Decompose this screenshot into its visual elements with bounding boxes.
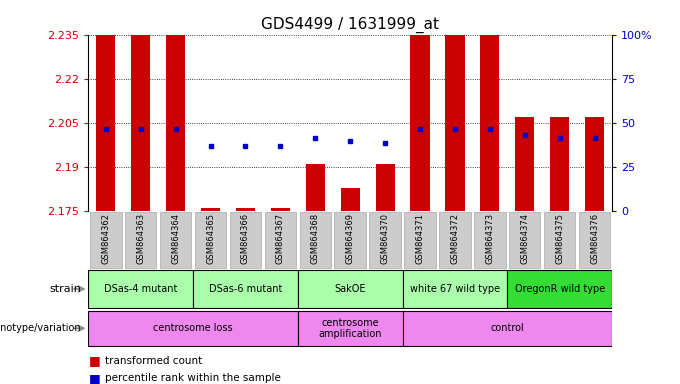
FancyBboxPatch shape xyxy=(88,270,193,308)
Bar xyxy=(550,117,569,211)
Bar xyxy=(585,117,604,211)
Bar xyxy=(306,164,325,211)
FancyBboxPatch shape xyxy=(405,212,436,268)
Bar xyxy=(97,35,116,211)
Text: GSM864362: GSM864362 xyxy=(101,213,110,264)
Bar xyxy=(131,35,150,211)
FancyBboxPatch shape xyxy=(300,212,331,268)
FancyBboxPatch shape xyxy=(403,270,507,308)
Text: centrosome loss: centrosome loss xyxy=(153,323,233,333)
FancyBboxPatch shape xyxy=(298,311,403,346)
Text: GSM864372: GSM864372 xyxy=(450,213,460,264)
FancyBboxPatch shape xyxy=(160,212,191,268)
Text: strain: strain xyxy=(50,284,82,294)
Bar xyxy=(271,208,290,211)
Text: ■: ■ xyxy=(88,354,100,367)
Text: GSM864371: GSM864371 xyxy=(415,213,424,264)
FancyBboxPatch shape xyxy=(193,270,298,308)
Bar xyxy=(236,208,255,211)
Text: genotype/variation: genotype/variation xyxy=(0,323,82,333)
Text: control: control xyxy=(490,323,524,333)
Text: DSas-6 mutant: DSas-6 mutant xyxy=(209,284,282,294)
FancyBboxPatch shape xyxy=(369,212,401,268)
Bar xyxy=(201,208,220,211)
FancyBboxPatch shape xyxy=(125,212,156,268)
FancyBboxPatch shape xyxy=(439,212,471,268)
Text: GSM864368: GSM864368 xyxy=(311,213,320,264)
FancyBboxPatch shape xyxy=(265,212,296,268)
FancyBboxPatch shape xyxy=(579,212,610,268)
Text: percentile rank within the sample: percentile rank within the sample xyxy=(105,373,282,383)
Bar xyxy=(341,188,360,211)
Bar xyxy=(515,117,534,211)
Text: GSM864374: GSM864374 xyxy=(520,213,529,264)
FancyBboxPatch shape xyxy=(403,311,612,346)
Bar xyxy=(445,35,464,211)
Text: GSM864376: GSM864376 xyxy=(590,213,599,264)
Text: centrosome
amplification: centrosome amplification xyxy=(318,318,382,339)
Bar xyxy=(480,35,499,211)
Text: GSM864365: GSM864365 xyxy=(206,213,215,264)
Text: GSM864369: GSM864369 xyxy=(345,213,355,264)
Text: GSM864363: GSM864363 xyxy=(136,213,146,264)
FancyBboxPatch shape xyxy=(509,212,541,268)
Text: DSas-4 mutant: DSas-4 mutant xyxy=(104,284,177,294)
Text: SakOE: SakOE xyxy=(335,284,366,294)
Title: GDS4499 / 1631999_at: GDS4499 / 1631999_at xyxy=(261,17,439,33)
Text: OregonR wild type: OregonR wild type xyxy=(515,284,605,294)
Bar xyxy=(375,164,394,211)
Bar xyxy=(166,35,185,211)
FancyBboxPatch shape xyxy=(474,212,505,268)
FancyBboxPatch shape xyxy=(298,270,403,308)
Text: GSM864364: GSM864364 xyxy=(171,213,180,264)
Text: ■: ■ xyxy=(88,372,100,384)
Text: white 67 wild type: white 67 wild type xyxy=(410,284,500,294)
Text: GSM864367: GSM864367 xyxy=(276,213,285,264)
FancyBboxPatch shape xyxy=(88,311,298,346)
FancyBboxPatch shape xyxy=(195,212,226,268)
FancyBboxPatch shape xyxy=(544,212,575,268)
FancyBboxPatch shape xyxy=(335,212,366,268)
FancyBboxPatch shape xyxy=(507,270,612,308)
Text: GSM864366: GSM864366 xyxy=(241,213,250,264)
Text: GSM864373: GSM864373 xyxy=(486,213,494,264)
FancyBboxPatch shape xyxy=(90,212,122,268)
Text: GSM864375: GSM864375 xyxy=(555,213,564,264)
Bar xyxy=(411,35,430,211)
Text: GSM864370: GSM864370 xyxy=(381,213,390,264)
FancyBboxPatch shape xyxy=(230,212,261,268)
Text: transformed count: transformed count xyxy=(105,356,203,366)
